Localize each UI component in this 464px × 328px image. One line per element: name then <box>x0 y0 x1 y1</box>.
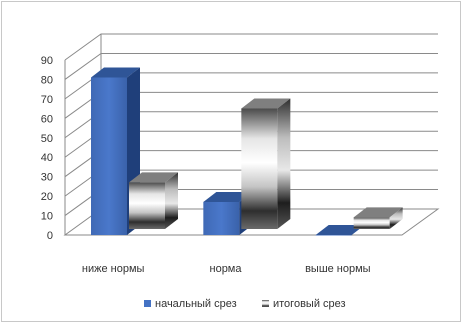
bar-front-face <box>353 217 390 229</box>
bar-front-face <box>315 235 352 236</box>
bar-top-face <box>129 172 178 183</box>
bar-front-face <box>129 182 165 229</box>
y-tick-label: 60 <box>41 113 53 125</box>
y-tick-label: 40 <box>41 152 53 164</box>
bar <box>129 172 178 229</box>
bar-chart: 0 10 20 30 40 50 60 70 80 90 ниже нормы норма выше … <box>41 33 440 310</box>
y-tick-label: 90 <box>41 55 53 67</box>
bar <box>91 67 140 235</box>
bar-top-face <box>353 207 403 218</box>
bar <box>241 98 291 229</box>
y-tick-label: 20 <box>41 191 53 203</box>
bar-top-face <box>91 67 140 78</box>
y-tick-label: 70 <box>41 94 53 106</box>
y-tick-label: 50 <box>41 133 53 145</box>
legend-label: начальный срез <box>155 298 237 310</box>
bar-top-face <box>203 191 253 202</box>
legend-label: итоговый срез <box>273 298 346 310</box>
x-tick-label: ниже нормы <box>82 263 145 275</box>
bar-top-face <box>315 225 365 235</box>
y-tick-label: 10 <box>41 211 53 223</box>
bar-top-face <box>241 98 291 109</box>
bar <box>353 207 403 229</box>
bar <box>315 225 365 236</box>
gridline <box>64 33 438 61</box>
chart-frame: 0 10 20 30 40 50 60 70 80 90 ниже нормы норма выше … <box>1 1 461 322</box>
bar-front-face <box>241 108 278 229</box>
bar-side-face <box>389 207 403 229</box>
y-tick-label: 0 <box>47 230 53 242</box>
bar-front-face <box>91 77 127 235</box>
y-tick-label: 30 <box>41 172 53 184</box>
legend-swatch <box>262 300 269 307</box>
bar-side-face <box>165 172 178 229</box>
bar-side-face <box>277 98 291 229</box>
legend-swatch <box>144 300 151 307</box>
x-tick-label: норма <box>210 263 243 275</box>
gridline <box>64 52 438 80</box>
bar-front-face <box>203 201 240 235</box>
y-tick-label: 80 <box>41 74 53 86</box>
x-tick-label: выше нормы <box>305 263 371 275</box>
